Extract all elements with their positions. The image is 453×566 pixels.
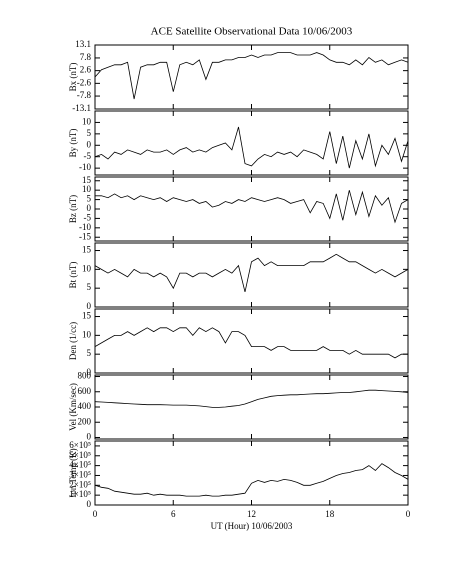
y-tick-label: 0 [87, 367, 92, 377]
y-tick-label: 2.6 [80, 65, 92, 75]
y-tick-label: -13.1 [72, 103, 91, 113]
y-axis-label: Vel (Km/sec) [68, 383, 78, 431]
y-tick-label: 15 [82, 245, 92, 255]
y-tick-label: 1×10⁵ [69, 489, 91, 499]
y-tick-label: 400 [78, 401, 92, 411]
data-line [94, 126, 409, 169]
y-tick-label: 3×10⁵ [69, 470, 91, 480]
x-tick-label: 6 [171, 509, 176, 519]
data-line [94, 389, 409, 408]
y-axis-label: Den (1/cc) [68, 322, 78, 360]
y-axis-label: Bt (nT) [68, 262, 78, 289]
y-tick-label: -10 [79, 222, 91, 232]
panel-frame [94, 440, 409, 506]
y-tick-label: 10 [82, 263, 92, 273]
y-tick-label: 5 [87, 282, 92, 292]
y-tick-label: -10 [79, 162, 91, 172]
y-axis-label: Ion Temp (K) [68, 448, 78, 497]
y-tick-label: 10 [82, 329, 92, 339]
y-tick-label: 5×10⁵ [69, 450, 91, 460]
x-tick-label: 0 [406, 509, 411, 519]
y-axis-label: Bz (nT) [68, 195, 78, 223]
data-line [94, 253, 409, 292]
y-tick-label: 4×10⁵ [69, 460, 91, 470]
y-tick-label: 200 [78, 416, 92, 426]
data-line [94, 52, 409, 100]
panel-frame [94, 176, 409, 242]
y-tick-label: 2×10⁵ [69, 479, 91, 489]
chart-title: ACE Satellite Observational Data 10/06/2… [151, 26, 353, 38]
y-tick-label: 5 [87, 348, 92, 358]
y-axis-label: Bx (nT) [68, 63, 78, 92]
panel-frame [94, 374, 409, 440]
y-tick-label: 10 [82, 116, 92, 126]
y-tick-label: 13.1 [75, 39, 91, 49]
panel-frame [94, 308, 409, 374]
data-line [95, 190, 409, 224]
x-tick-label: 0 [93, 509, 98, 519]
y-tick-label: 15 [82, 175, 92, 185]
y-tick-label: -2.6 [77, 77, 92, 87]
y-tick-label: 0 [87, 301, 92, 311]
data-line [94, 327, 408, 359]
panel-frame [94, 242, 409, 308]
y-tick-label: 10 [82, 184, 92, 194]
y-tick-label: 15 [82, 311, 92, 321]
data-line [94, 463, 409, 497]
y-tick-label: -15 [79, 231, 91, 241]
y-tick-label: 5 [87, 194, 92, 204]
x-tick-label: 12 [247, 509, 256, 519]
y-tick-label: -5 [84, 151, 92, 161]
y-tick-label: 7.8 [80, 52, 92, 62]
y-tick-label: -7.8 [77, 90, 92, 100]
y-tick-label: 5 [87, 128, 92, 138]
y-tick-label: 0 [87, 432, 92, 442]
y-tick-label: 600 [78, 386, 92, 396]
y-tick-label: 6×10⁵ [69, 440, 91, 450]
y-axis-label: By (nT) [68, 129, 78, 158]
x-tick-label: 18 [325, 509, 335, 519]
y-tick-label: 0 [87, 203, 92, 213]
y-tick-label: 800 [78, 371, 92, 381]
y-tick-label: 0 [87, 139, 92, 149]
y-tick-label: -5 [84, 212, 92, 222]
x-axis-label: UT (Hour) 10/06/2003 [211, 521, 293, 531]
y-tick-label: 0 [87, 499, 92, 509]
